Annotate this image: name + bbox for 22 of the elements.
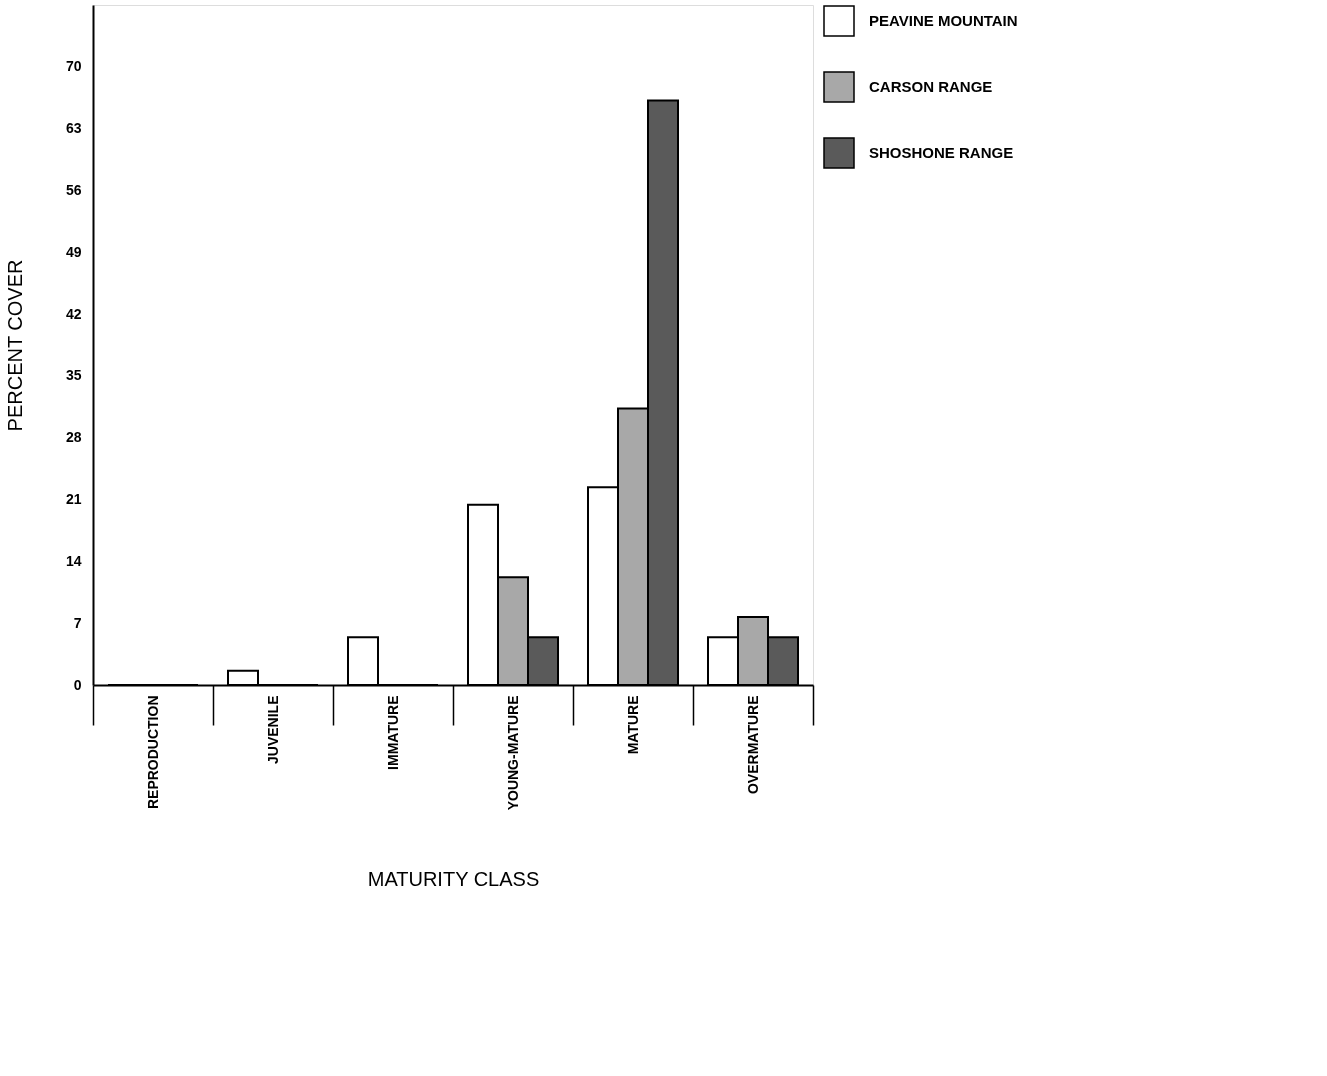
y-tick-label: 35 — [65, 367, 82, 384]
y-tick-label: 56 — [65, 181, 82, 198]
x-axis-title: MATURITY CLASS — [367, 868, 540, 891]
y-tick-label: 7 — [73, 614, 82, 631]
legend-label: CARSON RANGE — [869, 78, 993, 95]
y-tick-label: 0 — [73, 676, 82, 693]
x-tick-label: REPRODUCTION — [144, 695, 161, 810]
legend-label: SHOSHONE RANGE — [869, 144, 1014, 161]
legend-label: PEAVINE MOUNTAIN — [869, 12, 1018, 29]
y-tick-label: 28 — [65, 429, 82, 446]
y-tick-label: 49 — [65, 243, 82, 260]
y-axis-title: PERCENT COVER — [3, 259, 26, 432]
x-tick-label: IMMATURE — [384, 695, 401, 770]
x-tick-label: OVERMATURE — [744, 695, 761, 795]
x-tick-label: MATURE — [624, 695, 641, 755]
x-tick-label: YOUNG-MATURE — [504, 695, 521, 811]
y-tick-label: 63 — [65, 120, 82, 137]
y-tick-label: 14 — [65, 552, 82, 569]
y-tick-label: 70 — [65, 58, 82, 75]
y-tick-label: 42 — [65, 305, 82, 322]
y-tick-label: 21 — [65, 491, 82, 508]
x-tick-label: JUVENILE — [264, 695, 281, 764]
